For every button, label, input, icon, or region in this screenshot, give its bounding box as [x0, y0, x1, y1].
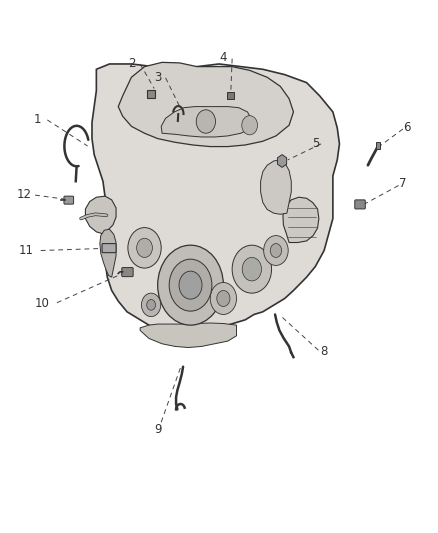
Text: 7: 7 — [399, 177, 407, 190]
Text: 4: 4 — [219, 51, 227, 64]
Circle shape — [196, 110, 215, 133]
Circle shape — [128, 228, 161, 268]
Text: 10: 10 — [34, 297, 49, 310]
Circle shape — [179, 271, 202, 299]
Polygon shape — [283, 197, 319, 243]
Polygon shape — [161, 107, 252, 137]
Circle shape — [137, 238, 152, 257]
Text: 1: 1 — [33, 114, 41, 126]
Polygon shape — [118, 62, 293, 147]
Text: 12: 12 — [17, 188, 32, 201]
Circle shape — [264, 236, 288, 265]
FancyBboxPatch shape — [64, 196, 74, 204]
Circle shape — [210, 282, 237, 314]
Text: 8: 8 — [321, 345, 328, 358]
Circle shape — [158, 245, 223, 325]
Polygon shape — [140, 323, 237, 348]
Text: 3: 3 — [154, 71, 161, 84]
Text: 11: 11 — [19, 244, 34, 257]
Bar — [376, 142, 380, 149]
FancyBboxPatch shape — [355, 200, 365, 209]
Text: 9: 9 — [154, 423, 162, 435]
Circle shape — [147, 300, 155, 310]
Text: 5: 5 — [312, 138, 319, 150]
Text: 2: 2 — [127, 58, 135, 70]
Bar — [227, 92, 234, 99]
Circle shape — [242, 116, 258, 135]
Circle shape — [169, 259, 212, 311]
Polygon shape — [261, 160, 291, 214]
FancyBboxPatch shape — [102, 244, 116, 253]
Circle shape — [232, 245, 272, 293]
Circle shape — [242, 257, 261, 281]
FancyBboxPatch shape — [122, 268, 133, 277]
Polygon shape — [100, 229, 116, 277]
Polygon shape — [92, 64, 339, 336]
Polygon shape — [85, 196, 116, 235]
Circle shape — [217, 290, 230, 306]
Circle shape — [141, 293, 161, 317]
Bar — [147, 90, 155, 98]
Circle shape — [270, 244, 282, 257]
Text: 6: 6 — [403, 122, 411, 134]
